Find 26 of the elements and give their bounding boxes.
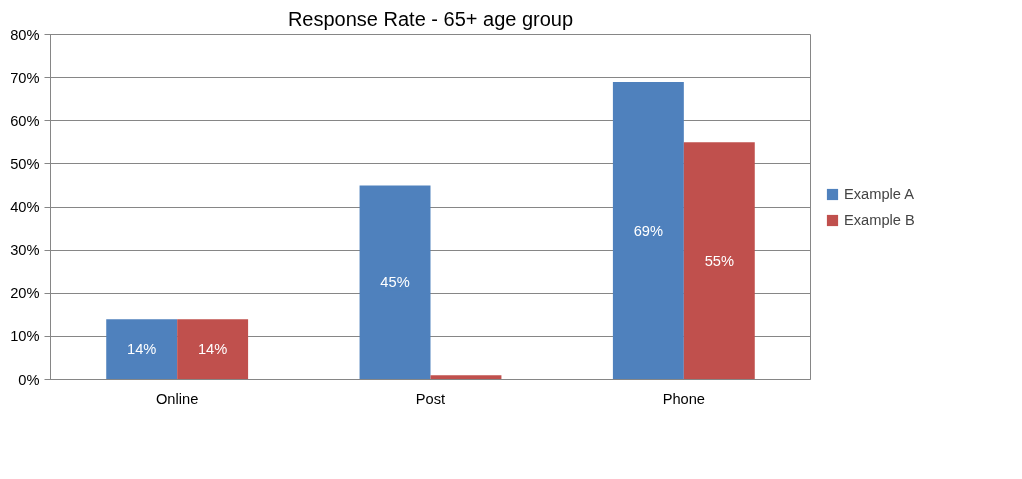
data-label: 45%	[380, 274, 410, 291]
bar	[177, 319, 249, 380]
chart-title: Response Rate - 65+ age group	[287, 7, 574, 30]
y-tick-label: 30%	[10, 242, 40, 259]
y-tick-label: 20%	[10, 285, 40, 302]
y-tick-label: 40%	[10, 199, 40, 215]
data-label: 14%	[197, 341, 228, 358]
y-tick-label: 0%	[18, 371, 40, 388]
x-tick-label: Online	[155, 390, 199, 407]
y-tick-label: 60%	[10, 112, 40, 129]
data-label: 55%	[704, 252, 734, 269]
y-tick-label: 80%	[10, 26, 40, 43]
bar	[612, 81, 684, 380]
bar	[430, 375, 502, 380]
bar	[683, 142, 755, 380]
data-label: 14%	[127, 341, 157, 358]
bar	[359, 185, 431, 380]
y-tick-label: 10%	[10, 328, 40, 345]
x-tick-label: Post	[415, 390, 446, 407]
y-tick-label: 50%	[10, 155, 40, 172]
x-tick-label: Phone	[662, 390, 706, 407]
legend-label: Example B	[844, 212, 915, 228]
data-label: 69%	[633, 222, 664, 239]
y-tick-label: 70%	[10, 69, 40, 86]
legend-label: Example A	[844, 186, 915, 202]
bar	[106, 319, 178, 380]
